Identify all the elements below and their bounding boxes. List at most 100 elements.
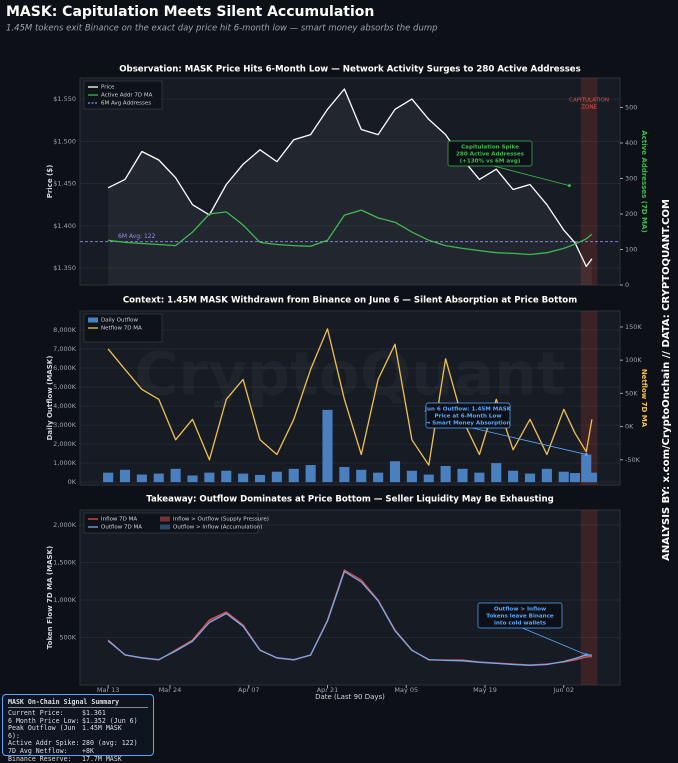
bar [508,470,519,483]
x-tick-label: May 05 [394,686,418,694]
annotation-text: 280 Active Addresses [456,152,525,158]
y2-tick-label: 100 [625,245,637,253]
bar [423,474,434,483]
y-tick-label: 1,000K [53,596,77,604]
legend-label: Inflow > Outflow (Supply Pressure) [173,517,269,523]
legend-label: Netflow 7D MA [101,326,142,332]
bar [271,471,282,483]
plot-background [79,310,621,486]
bar [457,468,468,483]
y2-tick-label: 0K [625,423,634,431]
chart-title: Observation: MASK Price Hits 6-Month Low… [119,65,581,75]
chart-title: Context: 1.45M MASK Withdrawn from Binan… [123,296,577,306]
bar [221,470,232,483]
summary-row: 6 Month Price Low: $1.352 (Jun 6) [8,716,148,726]
y-tick-label: 2,000K [53,440,77,448]
y-tick-label: $1.450 [53,180,76,188]
bar [204,472,215,483]
summary-value: 1.45M MASK [82,724,122,733]
summary-label: Peak Outflow (Jun 6): [8,724,76,740]
bar [170,468,181,483]
bar [524,473,536,483]
x-tick-label: Mar 13 [97,686,120,694]
x-tick-label: Apr 21 [317,686,339,694]
annotation-text: Price at 6-Month Low [434,414,501,420]
y2-tick-label: 0 [625,281,629,289]
y-tick-label: $1.400 [53,222,76,230]
bar [103,472,114,483]
annotation-point [567,184,571,188]
x-tick-label: Apr 07 [238,686,260,694]
legend-label: 6M Avg Addresses [101,101,151,107]
y-tick-label: 6,000K [53,364,77,372]
legend-label: Outflow 7D MA [101,525,142,531]
bar [491,463,502,483]
y-tick-label: 4,000K [53,402,77,410]
annotation-arrow [467,426,587,455]
legend-swatch [88,317,98,323]
bar [586,472,597,483]
y2-tick-label: 200 [625,210,637,218]
legend-label: Outflow > Inflow (Accumulation) [173,525,262,531]
y-axis-label: Daily Outflow (MASK) [46,356,54,441]
bar [238,473,249,483]
bar [153,473,164,483]
y-tick-label: 8,000K [53,326,77,334]
page-title: MASK: Capitulation Meets Silent Accumula… [6,4,374,20]
legend-box [83,512,259,534]
summary-box: MASK On-Chain Signal Summary Current Pric… [2,694,154,762]
bar [136,474,147,483]
page-subtitle: 1.45M tokens exit Binance on the exact d… [6,24,438,34]
y-tick-label: $1.350 [53,264,76,272]
summary-value: 280 (avg: 122) [82,739,138,748]
x-tick-label: Mar 24 [159,686,182,694]
chart-title: Takeaway: Outflow Dominates at Price Bot… [146,495,554,505]
bar [558,471,569,483]
y2-axis-label: Active Addresses (7D MA) [640,130,648,232]
summary-label: Active Addr Spike: [8,739,80,748]
summary-label: Binance Reserve: [8,754,72,763]
summary-row: Binance Reserve: 17.7M MASK [8,754,148,763]
zone-label: ZONE [581,105,597,111]
reference-label: 6M Avg: 122 [118,233,156,240]
annotation-box [425,402,511,429]
legend-swatch [160,516,170,522]
line [107,328,593,466]
annotation-text: Jun 6 Outflow: 1.45M MASK [424,407,512,413]
y2-tick-label: 150K [625,323,642,331]
line [107,88,593,268]
bar [440,465,451,483]
bar [541,468,552,483]
summary-label: Current Price: [8,709,64,717]
summary-row: Current Price: $1.361 [8,709,148,718]
summary-row: Active Addr Spike: 280 (avg: 122) [8,740,148,748]
summary-row: 7D Avg Netflow: +8K [8,746,148,756]
y2-tick-label: 500 [625,103,637,111]
annotation-text: → Smart Money Absorption [425,421,510,427]
y-tick-label: 5,000K [53,383,77,391]
bar [254,474,266,483]
summary-row: Peak Outflow (Jun 6): 1.45M MASK [8,724,148,740]
annotation-box [477,602,563,629]
line [108,209,593,256]
annotation-text: Tokens leave Binance [486,614,554,620]
annotation-point [584,653,588,657]
summary-label: 7D Avg Netflow: [8,746,68,755]
bar [373,472,384,483]
y-tick-label: 3,000K [53,421,77,429]
summary-value: $1.352 (Jun 6) [82,716,138,725]
y2-tick-label: 300 [625,174,637,182]
plot-background [79,77,621,286]
y-axis-label: Price ($) [46,165,54,199]
x-axis-label: Date (Last 90 Days) [315,693,385,701]
zone-label: CAPITULATION [569,98,609,104]
annotation-arrow [489,164,570,186]
bar [356,469,367,483]
annotation-text: into cold wallets [494,621,547,627]
annotation-box [447,140,533,167]
summary-title: MASK On-Chain Signal Summary [8,698,148,708]
annotation-text: (+130% vs 6M avg) [460,159,521,165]
capitulation-zone [580,510,598,685]
